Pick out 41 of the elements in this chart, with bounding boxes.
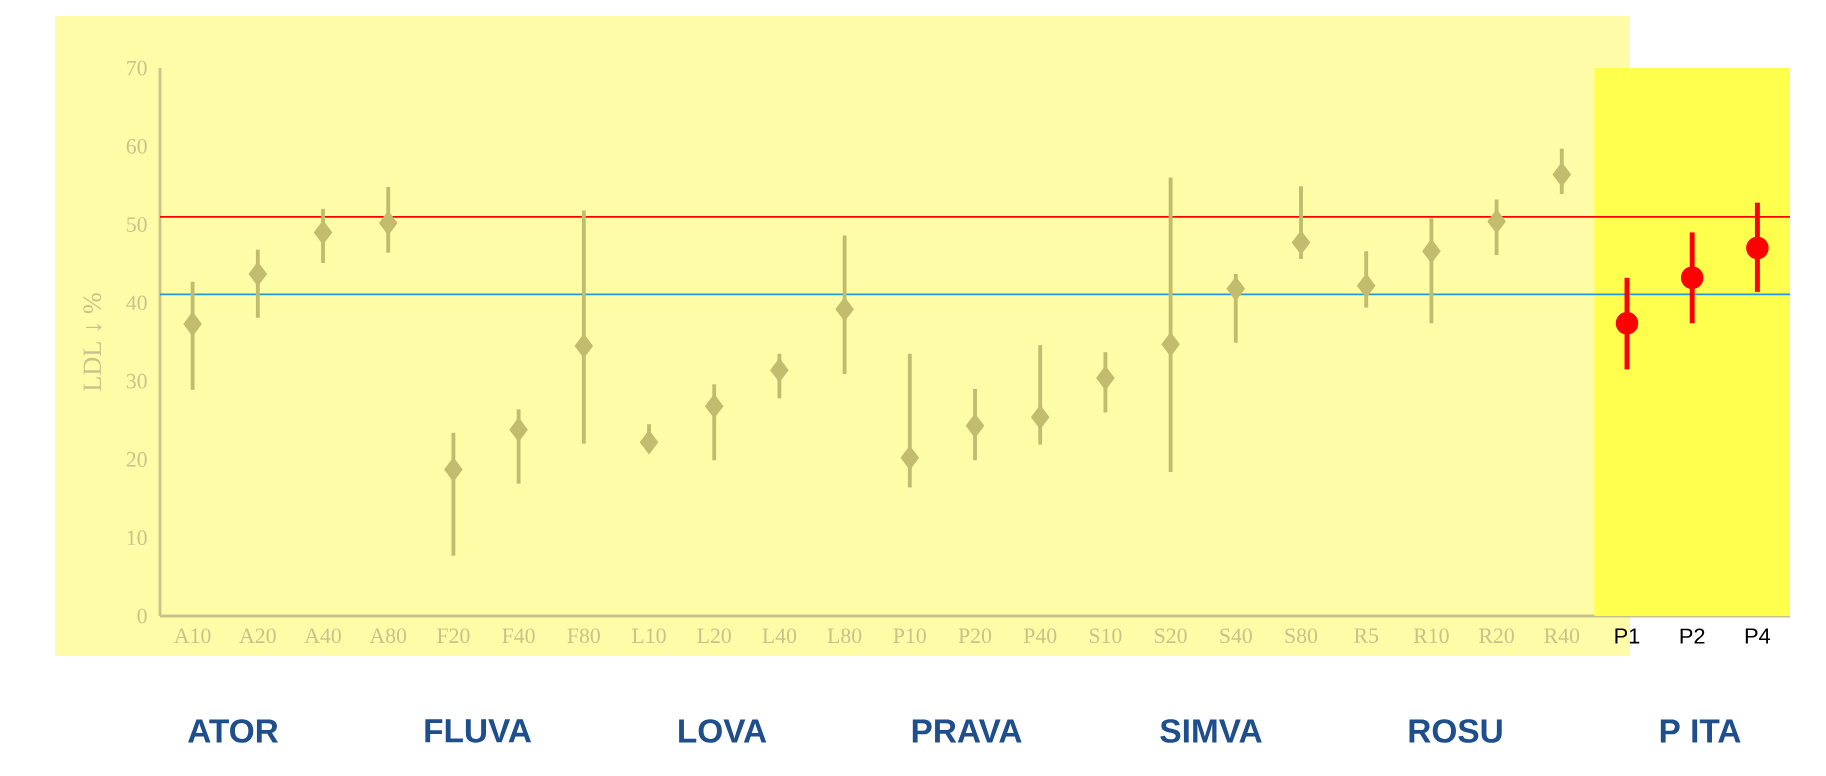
- x-tick-label: P20: [958, 628, 992, 644]
- y-tick-label: 60: [126, 138, 147, 154]
- x-tick-label: S20: [1155, 628, 1187, 644]
- y-tick-label: 40: [126, 295, 147, 311]
- x-tick-label: P10: [893, 628, 926, 644]
- x-tick-label: A80: [369, 628, 407, 644]
- x-tick-label: P4: [1745, 628, 1771, 644]
- text: ROSU: [1409, 719, 1502, 743]
- y-axis-title: LDL ↓ %: [83, 293, 102, 392]
- text: PRAVA: [912, 719, 1022, 743]
- x-tick-label: F40: [502, 628, 535, 644]
- y-tick-label: 20: [126, 452, 147, 467]
- x-tick-label: R40: [1544, 628, 1580, 644]
- x-tick-label: L80: [827, 628, 862, 644]
- x-tick-label: S40: [1220, 628, 1252, 644]
- text: LOVA: [679, 719, 767, 743]
- x-tick-label: A10: [174, 628, 211, 644]
- x-tick-label: A40: [304, 628, 341, 644]
- x-tick-label: P40: [1023, 628, 1057, 644]
- x-tick-label: P1: [1615, 628, 1640, 644]
- text: FLUVA: [425, 719, 532, 743]
- y-tick-label: 70: [127, 60, 147, 76]
- text: SIMVA: [1160, 719, 1262, 743]
- text: P ITA: [1660, 719, 1741, 743]
- x-tick-label: F80: [567, 628, 600, 644]
- y-tick-label: 10: [127, 530, 147, 546]
- x-tick-label: L20: [697, 628, 731, 644]
- x-tick-label: R5: [1354, 628, 1379, 643]
- x-tick-label: P2: [1680, 628, 1705, 644]
- x-tick-label: S80: [1285, 628, 1318, 644]
- y-tick-label: 50: [127, 217, 147, 232]
- x-tick-label: F20: [437, 628, 470, 644]
- y-tick-label: 0: [137, 608, 147, 624]
- x-tick-label: L10: [632, 628, 666, 644]
- y-tick-label: 30: [126, 373, 147, 389]
- x-tick-label: L40: [762, 628, 797, 644]
- x-tick-label: R20: [1479, 628, 1514, 644]
- x-tick-label: S10: [1089, 628, 1122, 644]
- x-tick-label: R10: [1413, 628, 1449, 644]
- text: ATOR: [188, 719, 279, 743]
- x-tick-label: A20: [239, 628, 276, 644]
